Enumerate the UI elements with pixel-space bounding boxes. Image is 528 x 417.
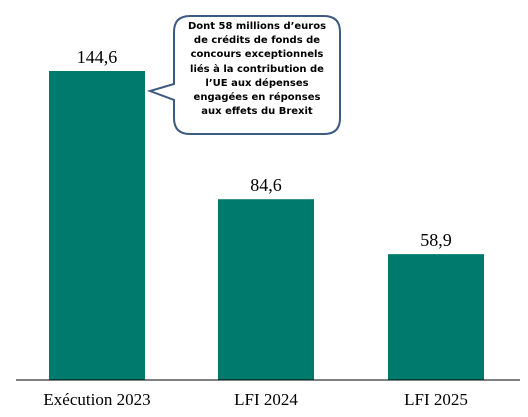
- value-label-1: 84,6: [250, 175, 282, 195]
- category-label-0: Exécution 2023: [43, 390, 150, 409]
- bar-2: [388, 254, 484, 380]
- value-labels-group: 144,6 84,6 58,9: [77, 47, 452, 250]
- category-labels-group: Exécution 2023 LFI 2024 LFI 2025: [43, 390, 467, 409]
- value-label-0: 144,6: [77, 47, 118, 67]
- callout-bubble: [146, 15, 341, 135]
- bar-0: [49, 71, 145, 380]
- value-label-2: 58,9: [420, 230, 452, 250]
- category-label-2: LFI 2025: [404, 390, 468, 409]
- callout-text: Dont 58 millions d’euros de crédits de f…: [187, 21, 327, 118]
- bar-1: [218, 199, 314, 380]
- bars-group: [49, 71, 484, 380]
- category-label-1: LFI 2024: [234, 390, 298, 409]
